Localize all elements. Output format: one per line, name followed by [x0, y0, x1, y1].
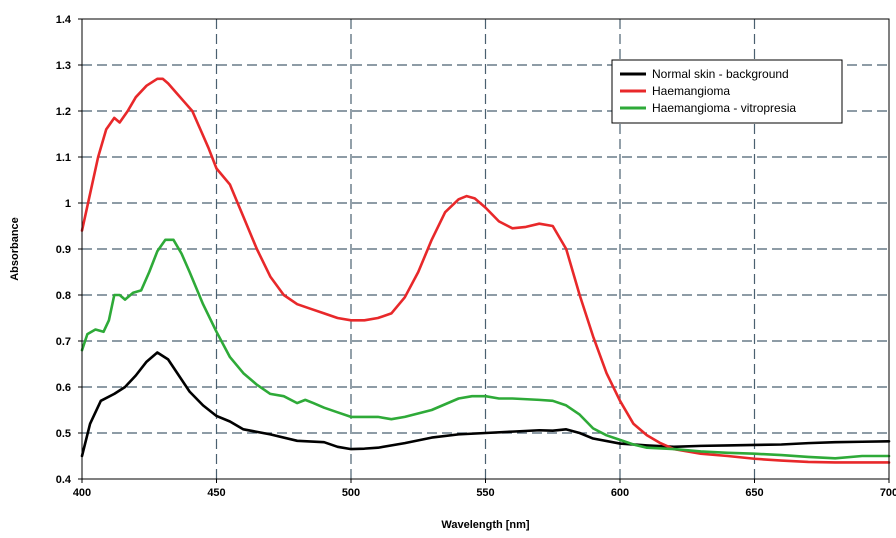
legend-label: Haemangioma	[652, 84, 730, 98]
x-tick-label: 500	[342, 487, 360, 499]
x-tick-label: 450	[207, 487, 225, 499]
x-axis-title: Wavelength [nm]	[441, 519, 530, 531]
y-tick-label: 0.6	[56, 382, 71, 394]
legend: Normal skin - background Haemangioma Haema…	[611, 59, 843, 124]
y-tick-label: 0.5	[56, 428, 71, 440]
legend-label: Normal skin - background	[652, 67, 789, 81]
series-line	[80, 351, 891, 458]
y-tick-label: 0.7	[56, 336, 71, 348]
x-tick-label: 550	[476, 487, 494, 499]
y-tick-label: 0.9	[56, 244, 71, 256]
y-tick-label: 1.1	[56, 152, 71, 164]
series-lines	[80, 77, 891, 464]
y-axis-title: Absorbance	[9, 217, 21, 281]
x-tick-labels: 400 450 500 550 600 650 700	[73, 479, 896, 499]
x-tick-label: 650	[745, 487, 763, 499]
x-tick-label: 600	[611, 487, 629, 499]
series-line	[80, 238, 891, 460]
legend-box	[611, 59, 843, 124]
y-tick-label: 1.4	[56, 14, 72, 26]
y-tick-label: 0.4	[56, 474, 72, 486]
x-tick-label: 700	[880, 487, 896, 499]
y-tick-label: 0.8	[56, 290, 71, 302]
y-tick-label: 1.3	[56, 60, 71, 72]
series-line	[80, 77, 891, 464]
y-tick-label: 1	[65, 198, 71, 210]
x-tick-label: 400	[73, 487, 91, 499]
y-tick-labels: 0.4 0.5 0.6 0.7 0.8 0.9 1 1.1 1.2 1.3 1.4	[56, 14, 82, 486]
legend-label: Haemangioma - vitropresia	[652, 101, 796, 115]
y-tick-label: 1.2	[56, 106, 71, 118]
